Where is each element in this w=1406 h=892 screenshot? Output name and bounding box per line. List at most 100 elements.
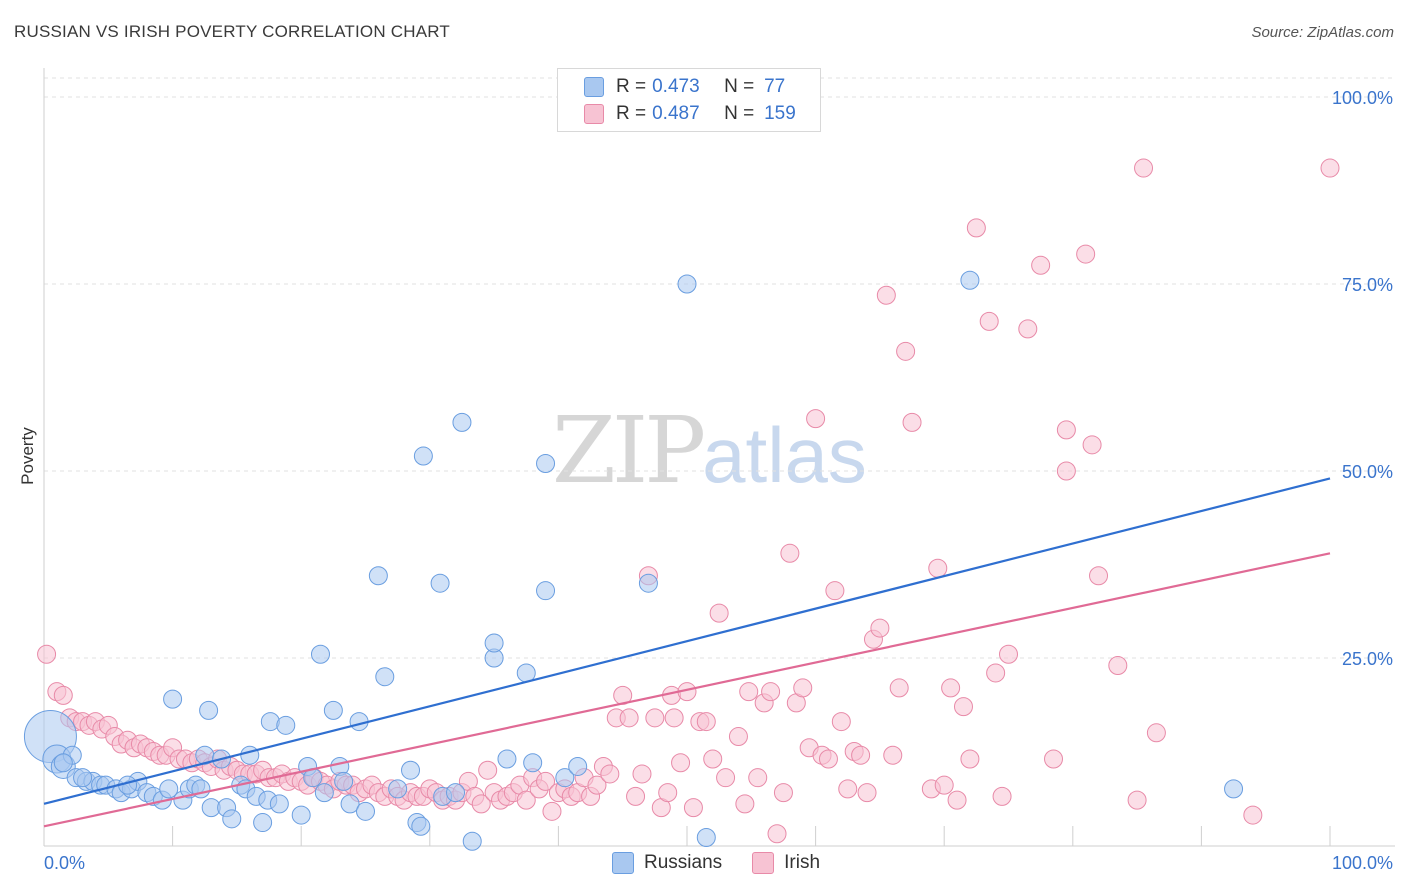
- watermark: ZIPatlas: [552, 405, 867, 497]
- axis-labels: 25.0% 50.0% 75.0% 100.0% 0.0% 100.0% Poverty: [18, 88, 1393, 873]
- irish-point: [536, 771, 556, 791]
- russian-point: [446, 783, 466, 803]
- legend-n-value: 77: [764, 76, 786, 97]
- russian-point: [497, 749, 517, 769]
- russian-point: [334, 771, 354, 791]
- irish-point: [966, 218, 986, 238]
- irish-point: [934, 775, 954, 795]
- russian-point: [1224, 779, 1244, 799]
- russian-point: [73, 768, 93, 788]
- y-tick-label: 50.0%: [1342, 462, 1393, 482]
- irish-point: [825, 581, 845, 601]
- russian-point: [323, 700, 343, 720]
- irish-point: [857, 783, 877, 803]
- irish-point: [709, 603, 729, 623]
- russian-point: [452, 412, 472, 432]
- russian-point: [484, 633, 504, 653]
- irish-point: [953, 697, 973, 717]
- irish-point: [1018, 319, 1038, 339]
- x-tick-label: 0.0%: [44, 853, 85, 873]
- irish-point: [818, 749, 838, 769]
- y-tick-label: 100.0%: [1332, 88, 1393, 108]
- irish-point: [870, 618, 890, 638]
- russian-point: [413, 446, 433, 466]
- irish-point: [600, 764, 620, 784]
- irish-point: [960, 749, 980, 769]
- irish-point: [1056, 461, 1076, 481]
- irish-points: [37, 158, 1340, 844]
- watermark-atlas: atlas: [702, 411, 867, 499]
- irish-point: [478, 760, 498, 780]
- irish-point: [1127, 790, 1147, 810]
- irish-point: [838, 779, 858, 799]
- legend-label-russians: Russians: [644, 852, 723, 873]
- irish-point: [696, 712, 716, 732]
- irish-point: [947, 790, 967, 810]
- trend-lines: [43, 477, 1331, 828]
- grid-lines: [44, 77, 1395, 659]
- irish-point: [1089, 566, 1109, 586]
- irish-point: [806, 409, 826, 429]
- legend-row-irish: R = 0.487 N = 159: [584, 101, 796, 127]
- irish-point: [831, 712, 851, 732]
- y-tick-label: 25.0%: [1342, 649, 1393, 669]
- russian-point: [253, 813, 273, 833]
- irish-point: [619, 708, 639, 728]
- irish-point: [928, 558, 948, 578]
- irish-point: [979, 311, 999, 331]
- irish-point: [773, 783, 793, 803]
- russian-point: [314, 783, 334, 803]
- legend-item-irish[interactable]: Irish: [752, 852, 820, 874]
- legend-r-label: R =: [616, 103, 647, 124]
- russian-point: [356, 801, 375, 821]
- irish-point: [1320, 158, 1340, 178]
- watermark-zip: ZIP: [552, 397, 706, 504]
- irish-point: [793, 678, 813, 698]
- russian-point: [677, 274, 697, 294]
- russian-point: [291, 805, 311, 825]
- irish-point: [999, 644, 1018, 664]
- russian-point: [960, 270, 980, 290]
- legend-swatch-russians: [584, 77, 604, 97]
- irish-point: [471, 794, 491, 814]
- legend-swatch-irish: [752, 852, 775, 874]
- irish-point: [53, 685, 73, 705]
- irish-point: [876, 285, 896, 305]
- irish-point: [664, 708, 684, 728]
- russian-point: [568, 756, 588, 776]
- irish-point: [767, 824, 787, 844]
- russian-point: [523, 753, 543, 773]
- irish-point: [739, 682, 759, 702]
- irish-point: [1044, 749, 1064, 769]
- russian-point: [199, 700, 219, 720]
- legend-r-label: R =: [616, 76, 647, 97]
- russian-point: [536, 454, 556, 474]
- legend-swatch-irish: [584, 104, 604, 124]
- irish-point: [780, 543, 800, 563]
- legend-n-value: 159: [764, 103, 796, 124]
- irish-point: [542, 801, 562, 821]
- irish-point: [735, 794, 755, 814]
- irish-point: [748, 768, 768, 788]
- russian-point: [388, 779, 408, 799]
- irish-point: [986, 663, 1006, 683]
- russian-point: [638, 573, 658, 593]
- russian-point: [462, 831, 482, 851]
- irish-point: [1108, 655, 1128, 675]
- series-legend: Russians Irish: [612, 852, 850, 874]
- russian-point: [310, 644, 330, 664]
- legend-item-russians[interactable]: Russians: [612, 852, 722, 874]
- irish-trend-line: [43, 552, 1331, 828]
- irish-point: [587, 775, 607, 795]
- irish-point: [1056, 420, 1076, 440]
- russian-point: [401, 760, 421, 780]
- russian-point: [159, 779, 179, 799]
- irish-point: [851, 745, 871, 765]
- irish-point: [992, 786, 1012, 806]
- irish-point: [902, 412, 922, 432]
- x-tick-label: 100.0%: [1332, 853, 1393, 873]
- chart-title: RUSSIAN VS IRISH POVERTY CORRELATION CHA…: [14, 22, 451, 41]
- russian-trend-line: [43, 477, 1331, 805]
- irish-point: [1134, 158, 1154, 178]
